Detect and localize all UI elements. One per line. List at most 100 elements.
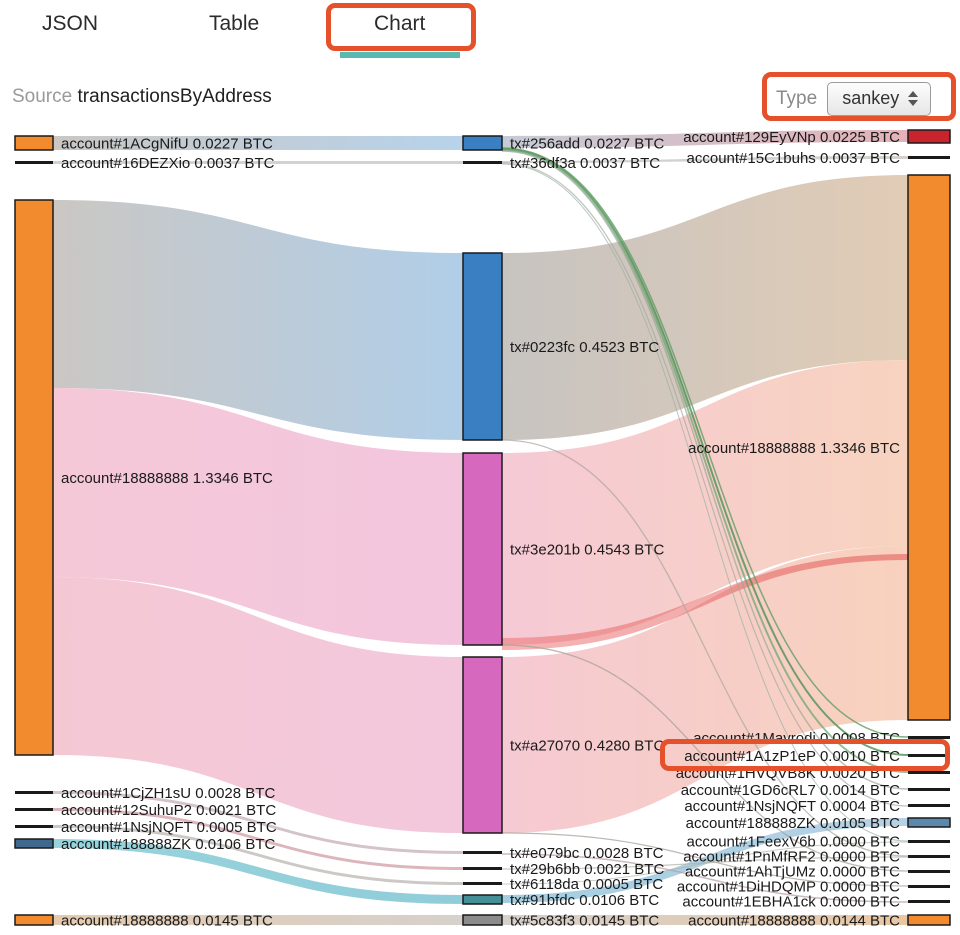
sankey-node-M5[interactable] [463, 851, 502, 854]
sankey-strand [501, 439, 909, 857]
sankey-node-L3[interactable] [15, 791, 53, 794]
sankey-node-R13[interactable] [908, 900, 950, 903]
type-select[interactable]: sankey [827, 82, 932, 116]
sankey-node-label-M1: tx#36df3a 0.0037 BTC [510, 155, 660, 172]
sankey-node-label-M9: tx#5c83f3 0.0145 BTC [510, 913, 659, 930]
tab-json[interactable]: JSON [42, 12, 99, 35]
sankey-node-R6[interactable] [908, 788, 950, 791]
sankey-node-label-R9: account#1FeexV6b 0.0000 BTC [687, 834, 901, 851]
sankey-node-M4[interactable] [462, 656, 503, 834]
source-row: Source transactionsByAddress [12, 86, 272, 108]
sankey-link-M9-R14[interactable] [502, 915, 908, 925]
sankey-node-label-R6: account#1GD6cRL7 0.0014 BTC [681, 782, 900, 799]
sankey-node-label-R2: account#18888888 1.3346 BTC [688, 440, 900, 457]
sankey-strand [501, 163, 909, 842]
sankey-link-L4-M6[interactable] [53, 808, 463, 870]
sankey-node-R9[interactable] [908, 840, 950, 843]
sankey-node-M0[interactable] [462, 135, 503, 151]
sankey-node-R0[interactable] [907, 129, 951, 144]
tab-table[interactable]: Table [209, 12, 260, 35]
sankey-link-M2-R2[interactable] [502, 175, 908, 440]
sankey-node-label-L7: account#18888888 0.0145 BTC [61, 913, 273, 930]
sankey-node-M6[interactable] [463, 867, 502, 870]
sankey-node-label-R11: account#1AhTjUMz 0.0000 BTC [685, 864, 900, 881]
sankey-strand [501, 148, 909, 756]
sankey-node-L0[interactable] [14, 135, 54, 151]
sankey-link-L2-M2[interactable] [53, 200, 463, 440]
sankey-node-M1[interactable] [463, 161, 502, 164]
sankey-node-label-M6: tx#29b6bb 0.0021 BTC [510, 861, 664, 878]
sankey-node-L4[interactable] [15, 808, 53, 811]
sankey-node-R10[interactable] [908, 855, 950, 858]
sankey-node-R5[interactable] [908, 771, 950, 774]
sankey-node-M2[interactable] [462, 252, 503, 441]
sankey-node-label-R14: account#18888888 0.0144 BTC [688, 913, 900, 930]
sankey-node-label-M3: tx#3e201b 0.4543 BTC [510, 542, 664, 559]
sankey-node-label-R3: account#1Mavrodi 0.0008 BTC [693, 730, 900, 747]
sankey-node-label-R1: account#15C1buhs 0.0037 BTC [687, 150, 901, 167]
sankey-strand [501, 147, 909, 738]
sankey-node-R2[interactable] [907, 174, 951, 721]
sankey-link-M0-R0[interactable] [502, 130, 908, 148]
sankey-link-M8-R8[interactable] [502, 818, 908, 903]
sankey-link-L6-M8[interactable] [53, 839, 463, 904]
sankey-node-label-L1: account#16DEZXio 0.0037 BTC [61, 155, 275, 172]
sankey-node-label-L5: account#1NsjNQFT 0.0005 BTC [61, 819, 277, 836]
sankey-link-L2-M3[interactable] [53, 388, 463, 645]
sankey-node-R7[interactable] [908, 804, 950, 807]
sankey-link-L1-M1[interactable] [53, 161, 463, 164]
sankey-node-label-M7: tx#6118da 0.0005 BTC [510, 876, 663, 893]
sankey-strand [501, 149, 909, 773]
sankey-strand [501, 832, 909, 887]
sankey-node-M7[interactable] [463, 882, 502, 885]
sankey-node-R11[interactable] [908, 870, 950, 873]
source-label: Source [12, 86, 73, 107]
sankey-node-L6[interactable] [14, 838, 54, 849]
sankey-node-label-M2: tx#0223fc 0.4523 BTC [510, 339, 659, 356]
sankey-node-L2[interactable] [14, 199, 54, 756]
sankey-node-L5[interactable] [15, 825, 53, 828]
sankey-link-L7-M9[interactable] [53, 915, 463, 925]
sankey-node-L7[interactable] [14, 914, 54, 926]
sankey-link-M4-R2[interactable] [502, 546, 908, 833]
sankey-node-label-R12: account#1DiHDQMP 0.0000 BTC [677, 879, 900, 896]
sankey-link-M1-R1[interactable] [502, 156, 908, 163]
sankey-node-R1[interactable] [908, 156, 950, 159]
sankey-strand [501, 853, 909, 903]
sankey-node-label-M4: tx#a27070 0.4280 BTC [510, 738, 664, 755]
sankey-node-label-R10: account#1PnMfRF2 0.0000 BTC [683, 849, 900, 866]
sankey-link-L2-M4[interactable] [53, 577, 463, 833]
sankey-node-M3[interactable] [462, 452, 503, 646]
sankey-node-label-L2: account#18888888 1.3346 BTC [61, 470, 273, 487]
sankey-node-label-R13: account#1EBHA1ck 0.0000 BTC [682, 894, 900, 911]
sankey-link-M3-R2[interactable] [502, 554, 908, 650]
sankey-node-R4[interactable] [908, 754, 950, 757]
sankey-node-label-L4: account#12SuhuP2 0.0021 BTC [61, 802, 276, 819]
sankey-node-R14[interactable] [907, 914, 951, 926]
sankey-node-R3[interactable] [908, 736, 950, 739]
sankey-node-M9[interactable] [462, 914, 503, 926]
sankey-node-R8[interactable] [907, 817, 951, 828]
sankey-node-label-R8: account#188888ZK 0.0105 BTC [686, 815, 900, 832]
sankey-link-L5-M7[interactable] [53, 825, 463, 885]
tab-chart[interactable]: Chart [374, 12, 426, 35]
sankey-node-label-R7: account#1NsjNQFT 0.0004 BTC [684, 798, 900, 815]
sankey-strand [501, 841, 909, 885]
sankey-node-R12[interactable] [908, 885, 950, 888]
chart-type-control: Type sankey [776, 82, 932, 116]
sankey-node-label-L0: account#1ACgNifU 0.0227 BTC [61, 136, 273, 153]
sankey-node-label-R0: account#129EyVNp 0.0225 BTC [683, 129, 900, 146]
sankey-node-label-L3: account#1CjZH1sU 0.0028 BTC [61, 785, 275, 802]
sankey-node-M8[interactable] [462, 894, 503, 905]
sankey-node-L1[interactable] [15, 161, 53, 164]
sankey-link-L3-M5[interactable] [53, 791, 463, 854]
sankey-node-label-M5: tx#e079bc 0.0028 BTC [510, 845, 664, 862]
sankey-node-label-R4: account#1A1zP1eP 0.0010 BTC [684, 748, 900, 765]
sankey-strand [501, 150, 909, 790]
type-label: Type [776, 88, 818, 109]
sankey-link-L0-M0[interactable] [53, 136, 463, 150]
type-select-value: sankey [842, 88, 900, 108]
active-tab-underline [340, 52, 460, 58]
